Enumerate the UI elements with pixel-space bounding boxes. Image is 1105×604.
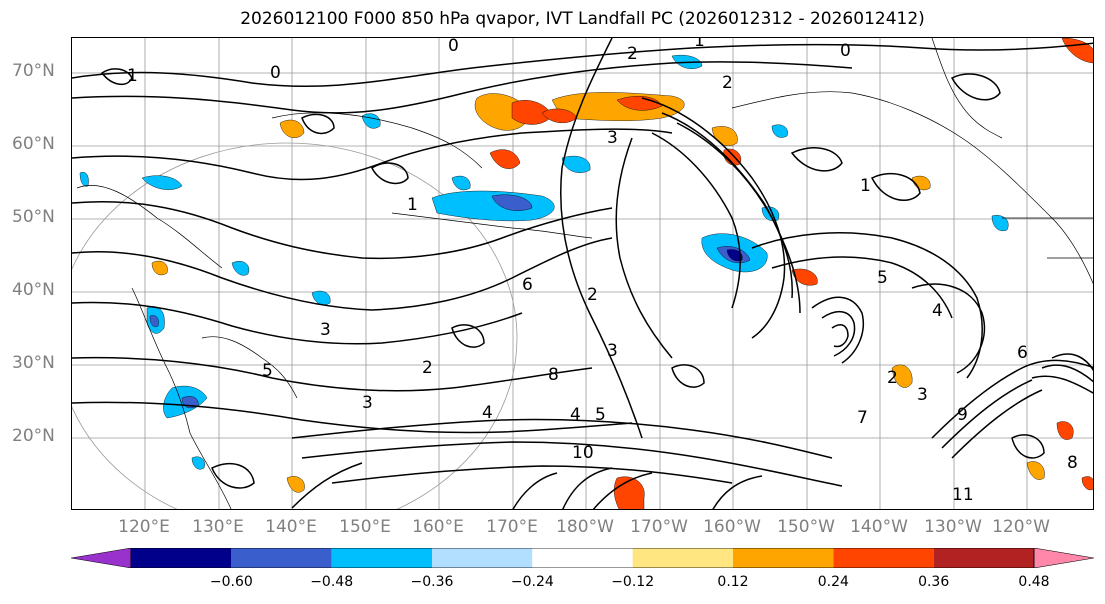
contour-label: 8 — [548, 365, 559, 385]
lon-label-140w: 140°W — [850, 517, 908, 537]
lon-label-120e: 120°E — [118, 517, 170, 537]
contour-label: 3 — [362, 393, 373, 413]
lat-label-50n: 50°N — [12, 207, 55, 227]
contour-label: 1 — [860, 176, 871, 196]
contour-label: 1 — [127, 66, 138, 86]
contour-label: 11 — [952, 485, 974, 505]
ivt-contours — [72, 38, 1093, 509]
contour-label: 8 — [1067, 453, 1078, 473]
contour-label: 1 — [694, 38, 705, 51]
contour-label: 6 — [1017, 343, 1028, 363]
colorbar-segments — [71, 548, 1094, 568]
contour-label: 2 — [422, 358, 433, 378]
colorbar-tick-label: −0.36 — [410, 574, 454, 590]
lon-label-170e: 170°E — [486, 517, 538, 537]
contour-label: 3 — [607, 128, 618, 148]
lon-label-160e: 160°E — [412, 517, 464, 537]
lon-label-160w: 160°W — [703, 517, 761, 537]
colorbar-tick-label: −0.24 — [510, 574, 554, 590]
lat-label-20n: 20°N — [12, 426, 55, 446]
contour-label: 9 — [957, 405, 968, 425]
coastlines — [76, 38, 1093, 509]
colorbar-extend-high — [1033, 548, 1094, 568]
colorbar-segment — [933, 548, 1034, 568]
lat-label-40n: 40°N — [12, 280, 55, 300]
contour-label: 3 — [607, 341, 618, 361]
colorbar-segment — [231, 548, 332, 568]
colorbar-tick-label: 0.36 — [918, 574, 950, 590]
colorbar-tick-label: 0.48 — [1018, 574, 1050, 590]
colorbar-segment — [131, 548, 232, 568]
contour-label: 2 — [887, 368, 898, 388]
colorbar-tick-label: 0.12 — [717, 574, 749, 590]
lon-label-130w: 130°W — [924, 517, 982, 537]
contour-label: 3 — [917, 385, 928, 405]
contour-label: 6 — [522, 275, 533, 295]
contour-label: 3 — [320, 320, 331, 340]
contour-label: 5 — [877, 268, 888, 288]
colorbar-tick-label: −0.48 — [310, 574, 354, 590]
colorbar-segment — [733, 548, 834, 568]
contour-label: 0 — [448, 38, 459, 56]
colorbar-outline — [130, 548, 1035, 568]
map-panel: 0 1 2 0 1 2 3 1 0 1 3 6 2 3 5 2 4 3 5 8 … — [71, 37, 1094, 510]
contour-label: 5 — [595, 405, 606, 425]
colorbar-segment — [432, 548, 533, 568]
colorbar-extend-low — [71, 548, 132, 568]
lat-label-30n: 30°N — [12, 353, 55, 373]
contour-label: 4 — [932, 301, 943, 321]
lon-label-130e: 130°E — [192, 517, 244, 537]
contour-label: 4 — [482, 403, 493, 423]
lat-label-70n: 70°N — [12, 61, 55, 81]
lon-label-150e: 150°E — [339, 517, 391, 537]
colorbar-segment — [632, 548, 733, 568]
contour-label: 5 — [262, 361, 273, 381]
colorbar-tick-label: 0.24 — [817, 574, 849, 590]
colorbar-tick-label: −0.60 — [209, 574, 253, 590]
colorbar-tick-label: −0.12 — [611, 574, 655, 590]
colorbar-segment — [833, 548, 934, 568]
lon-label-150w: 150°W — [777, 517, 835, 537]
contour-label-layer: 0 1 2 0 1 2 3 1 0 1 3 6 2 3 5 2 4 3 5 8 … — [127, 38, 1078, 505]
contour-label: 2 — [627, 44, 638, 64]
contour-label: 10 — [572, 443, 594, 463]
shaded-anomaly-field — [79, 38, 1093, 509]
colorbar-segment — [331, 548, 432, 568]
contour-label: 2 — [722, 73, 733, 93]
contour-label: 2 — [587, 285, 598, 305]
lon-label-170w: 170°W — [630, 517, 688, 537]
colorbar-segment — [532, 548, 633, 568]
colorbar — [71, 548, 1094, 568]
contour-label: 0 — [270, 63, 281, 83]
map-canvas: 0 1 2 0 1 2 3 1 0 1 3 6 2 3 5 2 4 3 5 8 … — [72, 38, 1093, 509]
contour-label: 1 — [407, 195, 418, 215]
map-title: 2026012100 F000 850 hPa qvapor, IVT Land… — [240, 9, 925, 29]
lon-label-180w: 180°W — [556, 517, 614, 537]
contour-label: 4 — [570, 405, 581, 425]
lon-label-140e: 140°E — [265, 517, 317, 537]
contour-label: 7 — [857, 408, 868, 428]
contour-label: 0 — [840, 41, 851, 61]
lon-label-120w: 120°W — [992, 517, 1050, 537]
lat-label-60n: 60°N — [12, 134, 55, 154]
